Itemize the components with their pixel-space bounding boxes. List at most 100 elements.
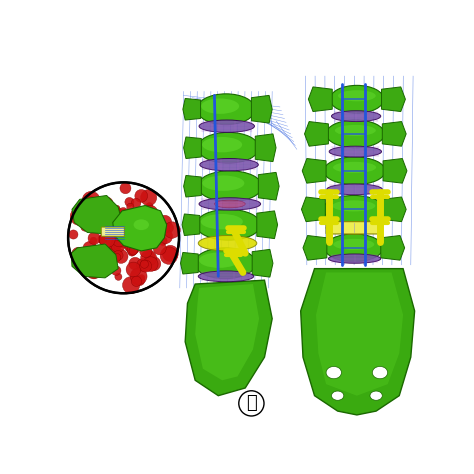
Circle shape (119, 229, 129, 239)
Circle shape (130, 240, 138, 248)
Circle shape (138, 218, 150, 229)
Circle shape (115, 225, 132, 242)
Circle shape (114, 228, 127, 241)
Circle shape (112, 253, 121, 262)
Circle shape (142, 205, 158, 221)
Circle shape (93, 199, 110, 216)
Ellipse shape (331, 391, 344, 401)
Circle shape (72, 247, 86, 262)
Polygon shape (304, 121, 328, 146)
Polygon shape (252, 249, 273, 277)
Circle shape (108, 246, 115, 253)
Ellipse shape (323, 195, 384, 223)
Circle shape (127, 225, 138, 236)
Circle shape (140, 245, 152, 257)
Circle shape (115, 273, 122, 280)
Circle shape (111, 237, 126, 252)
Circle shape (126, 240, 140, 254)
Circle shape (164, 223, 173, 233)
Polygon shape (383, 158, 407, 183)
Ellipse shape (326, 120, 384, 148)
Ellipse shape (330, 85, 384, 113)
Polygon shape (383, 197, 406, 222)
Circle shape (70, 207, 88, 225)
Circle shape (128, 221, 138, 232)
Circle shape (112, 229, 124, 242)
Circle shape (88, 232, 100, 245)
Circle shape (143, 257, 158, 272)
Polygon shape (301, 269, 415, 415)
Circle shape (83, 241, 97, 255)
Circle shape (116, 229, 130, 243)
Ellipse shape (370, 391, 383, 401)
Circle shape (128, 248, 136, 256)
Ellipse shape (202, 175, 245, 191)
Ellipse shape (328, 254, 381, 263)
Circle shape (113, 250, 123, 260)
Circle shape (160, 247, 178, 264)
Circle shape (91, 257, 109, 275)
Circle shape (110, 215, 125, 230)
Polygon shape (382, 87, 405, 111)
Circle shape (83, 203, 91, 210)
Circle shape (90, 237, 97, 244)
Ellipse shape (198, 271, 254, 282)
Polygon shape (302, 158, 326, 183)
Circle shape (125, 243, 133, 251)
Polygon shape (183, 175, 201, 197)
Polygon shape (181, 253, 198, 274)
Circle shape (153, 242, 166, 255)
Ellipse shape (332, 201, 375, 211)
Circle shape (118, 208, 128, 218)
Circle shape (115, 226, 129, 240)
Circle shape (106, 231, 124, 250)
Circle shape (146, 202, 153, 210)
Circle shape (134, 211, 150, 227)
Circle shape (116, 209, 131, 225)
Circle shape (102, 255, 109, 262)
Circle shape (137, 258, 150, 272)
Polygon shape (255, 134, 276, 162)
Ellipse shape (333, 162, 376, 173)
Ellipse shape (198, 132, 259, 163)
Circle shape (146, 223, 160, 237)
Circle shape (135, 275, 145, 286)
Circle shape (98, 235, 107, 244)
Ellipse shape (327, 184, 383, 195)
Circle shape (145, 231, 154, 239)
Ellipse shape (331, 111, 381, 121)
Circle shape (127, 203, 134, 210)
Circle shape (128, 213, 139, 224)
Circle shape (158, 215, 172, 229)
Circle shape (104, 207, 119, 221)
Circle shape (101, 268, 110, 277)
Polygon shape (258, 173, 279, 200)
Ellipse shape (201, 99, 239, 114)
Circle shape (97, 204, 103, 210)
Circle shape (140, 226, 153, 239)
Circle shape (131, 198, 141, 208)
Polygon shape (183, 99, 201, 120)
Ellipse shape (324, 157, 385, 185)
Ellipse shape (202, 137, 242, 152)
Circle shape (105, 205, 122, 223)
Circle shape (114, 230, 132, 248)
Polygon shape (251, 95, 272, 123)
Circle shape (103, 247, 112, 256)
Circle shape (129, 257, 142, 270)
Ellipse shape (196, 210, 261, 240)
Circle shape (124, 221, 137, 234)
Polygon shape (182, 214, 200, 236)
Circle shape (86, 263, 102, 279)
Circle shape (111, 266, 121, 275)
Circle shape (82, 191, 100, 210)
Circle shape (152, 228, 160, 237)
Circle shape (164, 222, 180, 238)
Circle shape (122, 276, 140, 294)
Polygon shape (185, 280, 272, 396)
Circle shape (95, 209, 107, 221)
Ellipse shape (201, 214, 243, 229)
Circle shape (162, 246, 178, 262)
Ellipse shape (372, 366, 388, 379)
Circle shape (88, 266, 100, 278)
